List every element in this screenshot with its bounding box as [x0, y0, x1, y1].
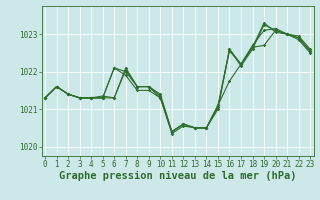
X-axis label: Graphe pression niveau de la mer (hPa): Graphe pression niveau de la mer (hPa)	[59, 171, 296, 181]
